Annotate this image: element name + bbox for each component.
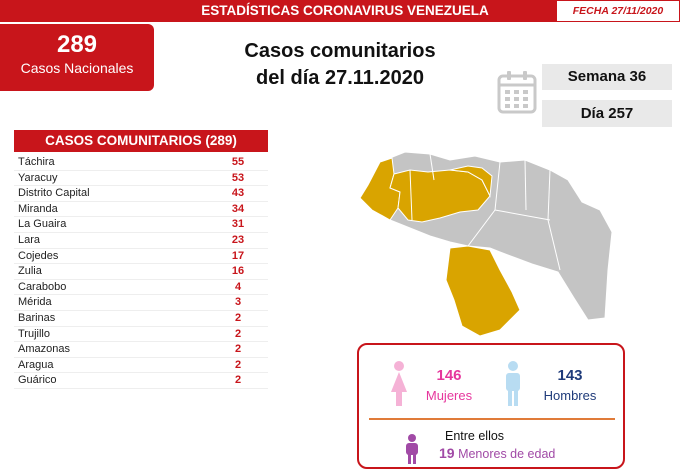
calendar-icon xyxy=(497,71,537,114)
week-label: Semana 36 xyxy=(542,64,672,90)
minors-line: 19 Menores de edad xyxy=(439,445,555,461)
child-icon xyxy=(406,434,418,464)
table-row: Cojedes 17 xyxy=(14,249,268,265)
case-count: 31 xyxy=(231,218,245,231)
state-name: Táchira xyxy=(18,156,55,168)
state-name: Lara xyxy=(18,233,41,246)
table-row: Aragua 2 xyxy=(14,358,268,374)
case-count: 34 xyxy=(231,202,245,215)
case-count: 2 xyxy=(234,311,242,324)
map-west-region xyxy=(389,169,491,223)
minors-count: 19 xyxy=(439,445,455,461)
table-row: Amazonas 2 xyxy=(14,342,268,358)
case-count: 3 xyxy=(234,296,242,309)
man-icon xyxy=(506,361,520,406)
table-row: Carabobo 4 xyxy=(14,280,268,296)
table-row: Trujillo 2 xyxy=(14,327,268,343)
national-cases-count: 289 xyxy=(56,31,98,58)
woman-icon xyxy=(391,361,407,406)
state-name: Carabobo xyxy=(18,280,67,293)
case-count: 4 xyxy=(234,280,242,293)
case-count: 16 xyxy=(231,265,245,278)
table-row: Lara 23 xyxy=(14,233,268,249)
map-central-region xyxy=(449,165,493,198)
table-row: Distrito Capital 43 xyxy=(14,186,268,202)
gender-breakdown-box: 146 Mujeres 143 Hombres Entre ellos 19 M… xyxy=(357,343,625,469)
women-label: Mujeres xyxy=(425,388,473,403)
state-name: Distrito Capital xyxy=(18,187,90,200)
case-count: 2 xyxy=(234,327,242,340)
case-count: 2 xyxy=(234,358,242,371)
national-cases-box: 289 Casos Nacionales xyxy=(0,24,154,91)
table-row: Zulia 16 xyxy=(14,264,268,280)
table-row: Barinas 2 xyxy=(14,311,268,327)
national-cases-label: Casos Nacionales xyxy=(20,60,134,76)
gender-divider xyxy=(369,418,615,420)
women-count: 146 xyxy=(436,367,462,384)
state-name: Aragua xyxy=(18,358,54,371)
men-label: Hombres xyxy=(543,388,597,403)
case-count: 53 xyxy=(231,171,245,184)
table-row: La Guaira 31 xyxy=(14,217,268,233)
table-row: Táchira 55 xyxy=(14,155,268,171)
state-name: La Guaira xyxy=(18,218,67,231)
state-name: Yaracuy xyxy=(18,171,58,184)
table-row: Mérida 3 xyxy=(14,295,268,311)
case-count: 17 xyxy=(231,249,245,262)
table-row: Yaracuy 53 xyxy=(14,171,268,187)
case-count: 43 xyxy=(231,187,245,200)
map-amazonas-region xyxy=(445,245,521,337)
state-name: Mérida xyxy=(18,296,52,309)
state-name: Amazonas xyxy=(18,343,70,356)
state-name: Trujillo xyxy=(18,327,50,340)
state-name: Cojedes xyxy=(18,249,59,262)
case-count: 2 xyxy=(234,343,242,356)
case-count: 55 xyxy=(231,156,245,168)
venezuela-map xyxy=(359,151,613,337)
state-name: Miranda xyxy=(18,202,58,215)
table-row: Guárico 2 xyxy=(14,373,268,389)
case-count: 2 xyxy=(234,374,242,387)
table-row: Miranda 34 xyxy=(14,202,268,218)
report-date: FECHA 27/11/2020 xyxy=(556,0,680,22)
state-name: Zulia xyxy=(18,265,42,278)
cases-table: Táchira 55 Yaracuy 53 Distrito Capital 43 Mira… xyxy=(14,155,268,389)
day-label: Día 257 xyxy=(542,100,672,127)
among-them-text: Entre ellos xyxy=(445,429,505,443)
state-name: Barinas xyxy=(18,311,56,324)
men-count: 143 xyxy=(557,367,583,384)
table-header: CASOS COMUNITARIOS (289) xyxy=(14,130,268,152)
main-title: Casos comunitarios del día 27.11.2020 xyxy=(225,38,455,92)
case-count: 23 xyxy=(231,233,245,246)
main-title-line1: Casos comunitarios xyxy=(244,40,436,62)
page-title: ESTADÍSTICAS CORONAVIRUS VENEZUELA xyxy=(170,1,520,21)
main-title-line2: del día 27.11.2020 xyxy=(256,67,424,89)
state-name: Guárico xyxy=(18,374,57,387)
minors-label: Menores de edad xyxy=(458,447,556,461)
